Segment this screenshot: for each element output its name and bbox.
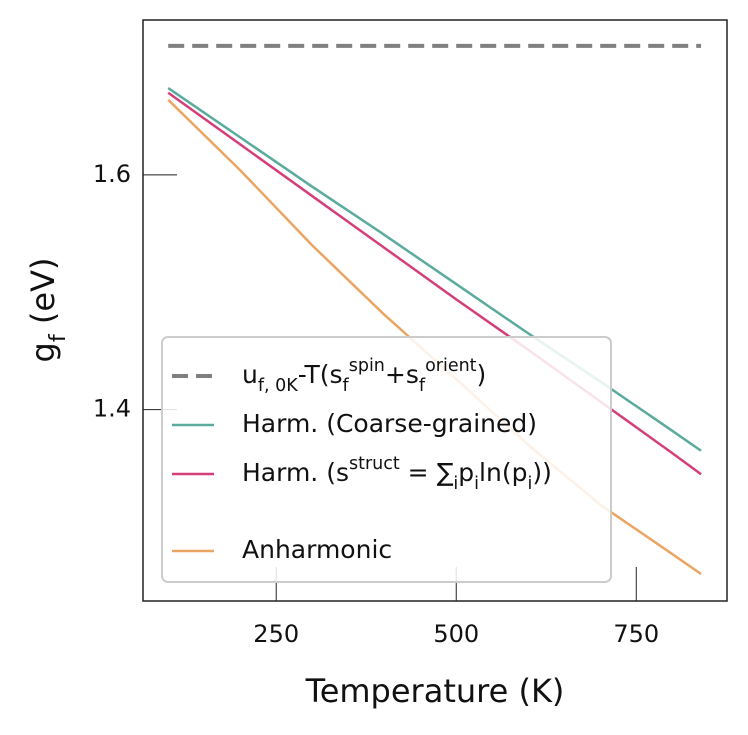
legend-label: Anharmonic <box>242 535 392 564</box>
x-axis-label: Temperature (K) <box>305 672 565 710</box>
series-line <box>167 91 702 476</box>
y-tick-label: 1.4 <box>93 395 131 423</box>
plot-frame <box>142 19 728 602</box>
legend-label: uf, 0K-T(sfspin+sforient) <box>242 356 486 396</box>
legend-label: Harm. (sstruct = ∑ipiln(pi)) <box>242 454 552 494</box>
x-tick-label: 750 <box>613 620 659 648</box>
legend-box <box>161 336 612 583</box>
y-tick-label: 1.6 <box>93 160 131 188</box>
series-line <box>167 87 702 452</box>
legend-label: Harm. (Coarse-grained) <box>242 409 537 438</box>
y-axis-label: gf (eV) <box>24 258 71 363</box>
legend: uf, 0K-T(sfspin+sforient) Harm. (Coarse-g… <box>161 336 612 583</box>
x-tick-label: 250 <box>253 620 299 648</box>
x-tick-label: 500 <box>433 620 479 648</box>
